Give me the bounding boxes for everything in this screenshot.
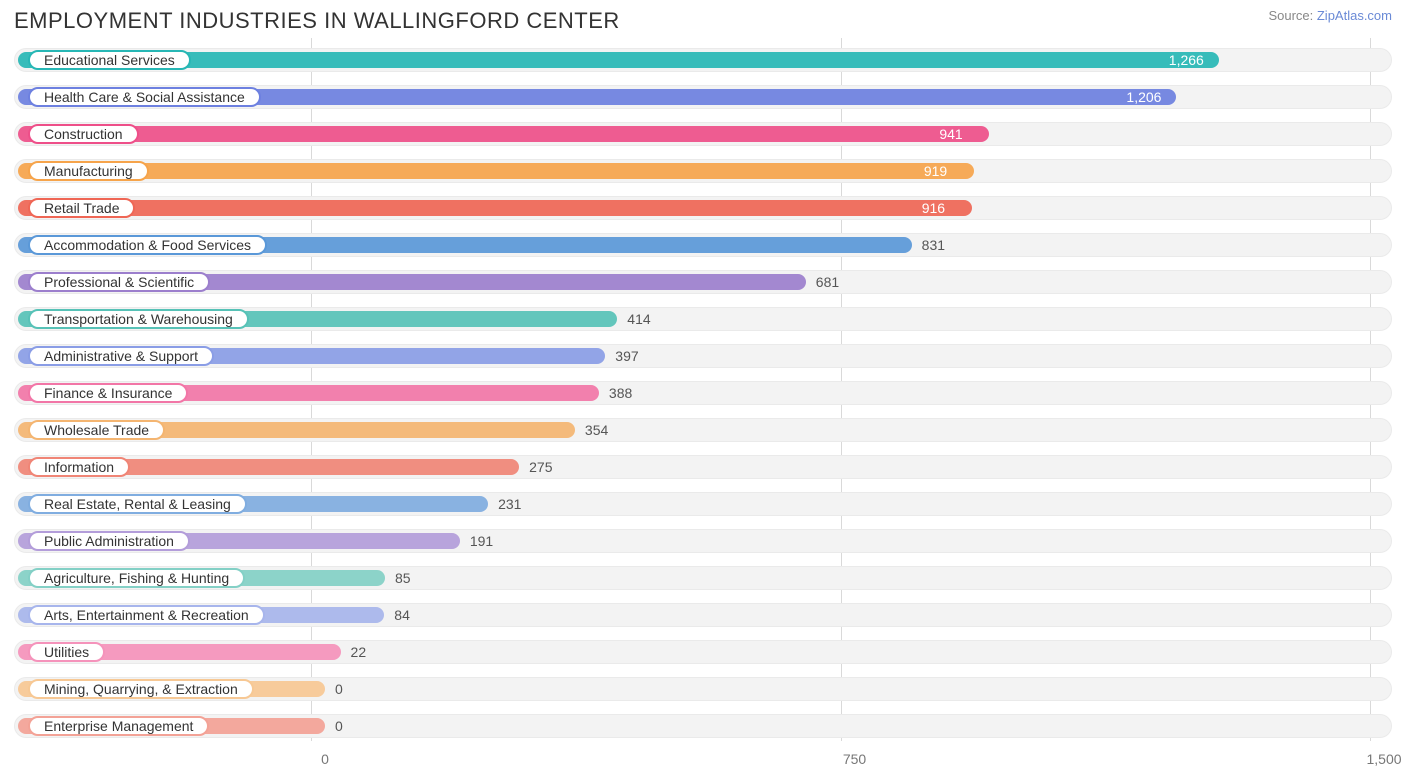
bar-value-label: 0 <box>335 718 343 734</box>
x-axis-tick-label: 1,500 <box>1366 751 1401 767</box>
bar-row: Arts, Entertainment & Recreation 84 <box>14 599 1392 631</box>
bar-category-label: Health Care & Social Assistance <box>44 89 245 105</box>
bar-category-pill: Accommodation & Food Services <box>28 235 267 255</box>
bar-category-label: Accommodation & Food Services <box>44 237 251 253</box>
bar-category-pill: Real Estate, Rental & Leasing <box>28 494 247 514</box>
bar-value-label: 1,206 <box>1126 89 1161 105</box>
x-axis: 07501,500 <box>14 747 1392 777</box>
source-prefix: Source: <box>1268 8 1316 23</box>
bar-row: Transportation & Warehousing 414 <box>14 303 1392 335</box>
bar-category-label: Professional & Scientific <box>44 274 194 290</box>
bar-value-label: 1,266 <box>1169 52 1204 68</box>
chart-title: EMPLOYMENT INDUSTRIES IN WALLINGFORD CEN… <box>14 8 620 34</box>
bar-value-label: 831 <box>922 237 945 253</box>
bar-value-label: 916 <box>922 200 945 216</box>
bar-category-label: Information <box>44 459 114 475</box>
bar-fill <box>18 126 989 142</box>
bar-category-pill: Health Care & Social Assistance <box>28 87 261 107</box>
bar-value-label: 85 <box>395 570 411 586</box>
bar-value-label: 397 <box>615 348 638 364</box>
bar-row: Administrative & Support 397 <box>14 340 1392 372</box>
bar-row: Educational Services 1,266 <box>14 44 1392 76</box>
bar-row: Mining, Quarrying, & Extraction 0 <box>14 673 1392 705</box>
bar-row: Utilities 22 <box>14 636 1392 668</box>
bar-row: Enterprise Management 0 <box>14 710 1392 742</box>
bar-category-label: Arts, Entertainment & Recreation <box>44 607 249 623</box>
bar-category-pill: Manufacturing <box>28 161 149 181</box>
bar-row: Accommodation & Food Services 831 <box>14 229 1392 261</box>
bar-category-pill: Agriculture, Fishing & Hunting <box>28 568 245 588</box>
bar-category-pill: Public Administration <box>28 531 190 551</box>
x-axis-tick-label: 750 <box>843 751 866 767</box>
bar-category-label: Public Administration <box>44 533 174 549</box>
bar-category-pill: Arts, Entertainment & Recreation <box>28 605 265 625</box>
bar-value-label: 0 <box>335 681 343 697</box>
bar-row: Finance & Insurance 388 <box>14 377 1392 409</box>
bar-row: Health Care & Social Assistance 1,206 <box>14 81 1392 113</box>
bar-category-pill: Retail Trade <box>28 198 135 218</box>
bar-value-label: 22 <box>351 644 367 660</box>
bar-row: Construction 941 <box>14 118 1392 150</box>
bar-fill <box>18 200 972 216</box>
x-axis-tick-label: 0 <box>321 751 329 767</box>
bar-row: Professional & Scientific 681 <box>14 266 1392 298</box>
bar-category-pill: Transportation & Warehousing <box>28 309 249 329</box>
bar-row: Agriculture, Fishing & Hunting 85 <box>14 562 1392 594</box>
bar-category-label: Mining, Quarrying, & Extraction <box>44 681 238 697</box>
bar-category-pill: Educational Services <box>28 50 191 70</box>
bar-category-label: Finance & Insurance <box>44 385 172 401</box>
bar-category-pill: Administrative & Support <box>28 346 214 366</box>
bar-row: Retail Trade 916 <box>14 192 1392 224</box>
bar-category-pill: Finance & Insurance <box>28 383 188 403</box>
bar-category-pill: Construction <box>28 124 139 144</box>
bar-row: Information 275 <box>14 451 1392 483</box>
bar-category-label: Retail Trade <box>44 200 119 216</box>
bar-category-pill: Enterprise Management <box>28 716 209 736</box>
bar-value-label: 681 <box>816 274 839 290</box>
bar-category-label: Real Estate, Rental & Leasing <box>44 496 231 512</box>
bar-value-label: 941 <box>939 126 962 142</box>
chart-area: Educational Services 1,266 Health Care & S… <box>0 38 1406 777</box>
bar-value-label: 275 <box>529 459 552 475</box>
bar-category-pill: Utilities <box>28 642 105 662</box>
bar-category-pill: Professional & Scientific <box>28 272 210 292</box>
bar-fill <box>18 52 1219 68</box>
bar-category-label: Enterprise Management <box>44 718 193 734</box>
bar-category-label: Utilities <box>44 644 89 660</box>
bar-category-label: Manufacturing <box>44 163 133 179</box>
bar-row: Manufacturing 919 <box>14 155 1392 187</box>
bar-value-label: 354 <box>585 422 608 438</box>
bar-row: Real Estate, Rental & Leasing 231 <box>14 488 1392 520</box>
bar-category-label: Administrative & Support <box>44 348 198 364</box>
bar-category-label: Educational Services <box>44 52 175 68</box>
bar-category-label: Construction <box>44 126 123 142</box>
bar-category-pill: Wholesale Trade <box>28 420 165 440</box>
bar-category-label: Wholesale Trade <box>44 422 149 438</box>
bars-container: Educational Services 1,266 Health Care & S… <box>14 44 1392 742</box>
bar-category-pill: Information <box>28 457 130 477</box>
bar-value-label: 414 <box>627 311 650 327</box>
bar-row: Wholesale Trade 354 <box>14 414 1392 446</box>
bar-fill <box>18 163 974 179</box>
bar-value-label: 84 <box>394 607 410 623</box>
bar-value-label: 231 <box>498 496 521 512</box>
bar-row: Public Administration 191 <box>14 525 1392 557</box>
bar-category-pill: Mining, Quarrying, & Extraction <box>28 679 254 699</box>
source-attribution: Source: ZipAtlas.com <box>1268 8 1392 23</box>
source-link[interactable]: ZipAtlas.com <box>1317 8 1392 23</box>
bar-value-label: 919 <box>924 163 947 179</box>
bar-value-label: 388 <box>609 385 632 401</box>
bar-value-label: 191 <box>470 533 493 549</box>
bar-category-label: Agriculture, Fishing & Hunting <box>44 570 229 586</box>
bar-category-label: Transportation & Warehousing <box>44 311 233 327</box>
